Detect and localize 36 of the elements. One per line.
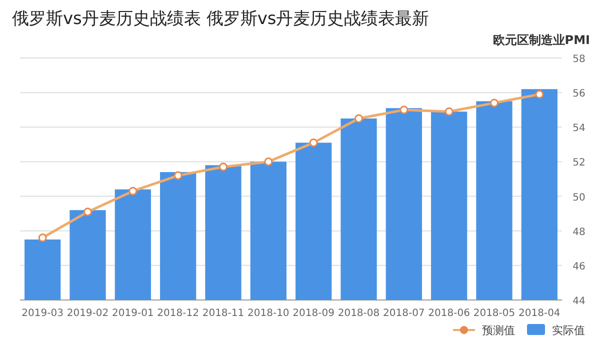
point [128, 186, 138, 196]
x-tick-label: 2018-10 [248, 308, 290, 319]
point [219, 162, 228, 172]
point [444, 107, 454, 116]
x-tick-label: 2019-01 [112, 308, 154, 319]
point [84, 208, 92, 216]
point [535, 90, 544, 99]
y-tick-label: 52 [572, 158, 586, 169]
x-tick-label: 2018-04 [518, 308, 560, 319]
legend-label: 实际值 [552, 324, 585, 337]
x-tick-label: 2018-07 [383, 308, 425, 319]
x-tick-label: 2018-06 [428, 308, 470, 319]
point [354, 114, 363, 123]
chart-title: 欧元区制造业PMI [492, 33, 590, 47]
y-tick-label: 46 [572, 261, 586, 272]
annotation: 俄罗斯vs丹麦历史战绩表 俄罗斯vs丹麦历史战绩表最新 [12, 9, 430, 29]
point [264, 157, 273, 166]
y-tick-label: 58 [572, 54, 586, 65]
x-tick-label: 2018-12 [157, 308, 199, 319]
y-tick-label: 44 [572, 296, 586, 307]
x-tick-label: 2019-02 [66, 308, 109, 319]
point [400, 106, 408, 114]
point [174, 171, 182, 180]
point [309, 138, 318, 147]
y-tick-label: 48 [572, 226, 586, 238]
point [38, 234, 47, 242]
y-tick-label: 54 [572, 123, 586, 134]
x-tick-label: 2018-08 [338, 308, 380, 319]
legend-label: 预测值 [482, 324, 515, 337]
x-tick-label: 2018-09 [292, 308, 334, 319]
x-tick-label: 2018-05 [473, 308, 516, 319]
y-tick-label: 50 [572, 192, 586, 204]
y-tick-label: 56 [572, 88, 586, 100]
point [490, 98, 498, 108]
x-tick-label: 2018-11 [202, 308, 244, 319]
x-tick-label: 2019-03 [22, 308, 64, 319]
